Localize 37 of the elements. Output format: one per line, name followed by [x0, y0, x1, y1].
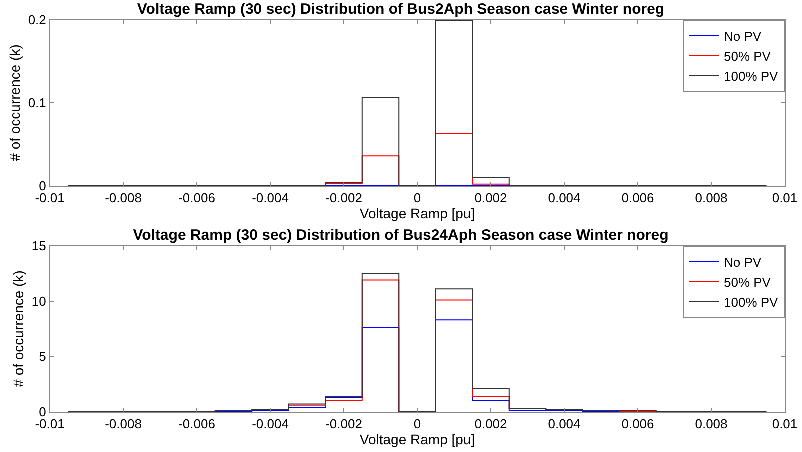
x-tick-label: -0.002	[326, 190, 362, 206]
x-tick-label: 0.004	[548, 190, 581, 206]
x-tick-label: 0	[414, 190, 422, 206]
legend-label: 100% PV	[724, 68, 779, 84]
x-tick-label: -0.006	[178, 416, 216, 432]
x-tick-label: 0.004	[548, 416, 581, 432]
x-tick-label: 0.002	[474, 416, 508, 432]
x-tick-label: 0.008	[695, 416, 728, 432]
x-axis-title: Voltage Ramp [pu]	[360, 206, 476, 222]
y-tick-label: 0.1	[28, 96, 46, 111]
y-tick-label: 5	[39, 349, 46, 364]
legend-label: 50% PV	[724, 274, 772, 290]
legend-label: 100% PV	[724, 294, 779, 310]
x-tick-label: -0.004	[252, 416, 289, 432]
legend-label: No PV	[724, 29, 762, 44]
chart-title: Voltage Ramp (30 sec) Distribution of Bus2Aph Season case Winter noreg	[137, 0, 665, 18]
x-tick-label: -0.006	[178, 190, 216, 206]
y-tick-label: 0.2	[28, 12, 46, 28]
x-tick-label: 0.002	[474, 190, 508, 206]
x-tick-label: -0.008	[105, 190, 142, 206]
x-tick-label: -0.008	[105, 416, 142, 432]
y-tick-label: 10	[32, 294, 46, 309]
legend-label: 50% PV	[724, 48, 772, 64]
chart-title: Voltage Ramp (30 sec) Distribution of Bus24Aph Season case Winter noreg	[133, 226, 669, 244]
x-tick-label: 0.01	[772, 416, 798, 432]
y-axis-title: # of occurrence (k)	[6, 44, 23, 162]
x-tick-label: 0.01	[772, 190, 798, 206]
y-axis-title: # of occurrence (k)	[10, 270, 27, 388]
x-tick-label: 0.006	[622, 416, 654, 432]
x-tick-label: 0.006	[622, 190, 654, 206]
x-axis-title: Voltage Ramp [pu]	[360, 432, 476, 448]
x-tick-label: 0.008	[695, 190, 728, 206]
legend-label: No PV	[724, 255, 762, 270]
x-tick-label: -0.004	[252, 190, 289, 206]
y-tick-label: 15	[32, 238, 46, 254]
x-tick-label: -0.002	[326, 416, 362, 432]
x-tick-label: 0	[414, 416, 422, 432]
